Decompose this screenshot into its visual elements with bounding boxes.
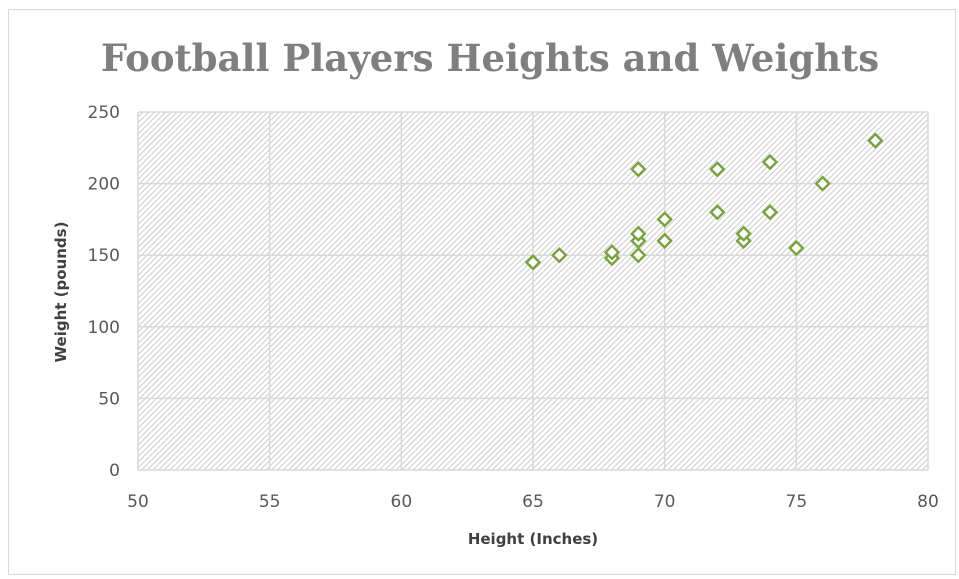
data-point [709,161,726,178]
x-tick-label: 75 [786,492,808,512]
y-axis-label: Weight (pounds) [52,222,70,363]
y-tick-label: 50 [98,389,120,409]
x-axis-label: Height (Inches) [468,530,598,548]
x-tick-label: 65 [522,492,544,512]
data-point [788,239,805,257]
y-tick-label: 150 [88,246,120,266]
data-point [551,247,568,264]
data-point [761,153,779,171]
data-point [735,225,752,242]
data-point [761,204,779,221]
x-tick-label: 70 [654,492,676,512]
data-point [630,161,647,178]
data-point [603,244,621,261]
x-tick-label: 60 [391,492,413,512]
tick-labels: 50 55 60 65 70 75 80 0 50 100 150 200 250 [88,103,939,512]
data-point [814,175,831,192]
data-points [524,132,884,271]
data-point [630,225,647,242]
y-tick-label: 0 [109,461,120,481]
data-point [524,254,542,271]
chart-title: Football Players Heights and Weights [101,36,879,80]
data-point [709,204,726,221]
x-tick-label: 50 [127,492,149,512]
y-tick-label: 250 [88,103,120,123]
y-tick-label: 100 [88,318,120,338]
data-point [630,247,647,264]
data-point [656,211,673,228]
x-tick-label: 80 [917,492,939,512]
data-point [867,132,884,149]
data-point [656,232,673,250]
y-tick-label: 200 [88,175,120,195]
x-tick-label: 55 [259,492,281,512]
